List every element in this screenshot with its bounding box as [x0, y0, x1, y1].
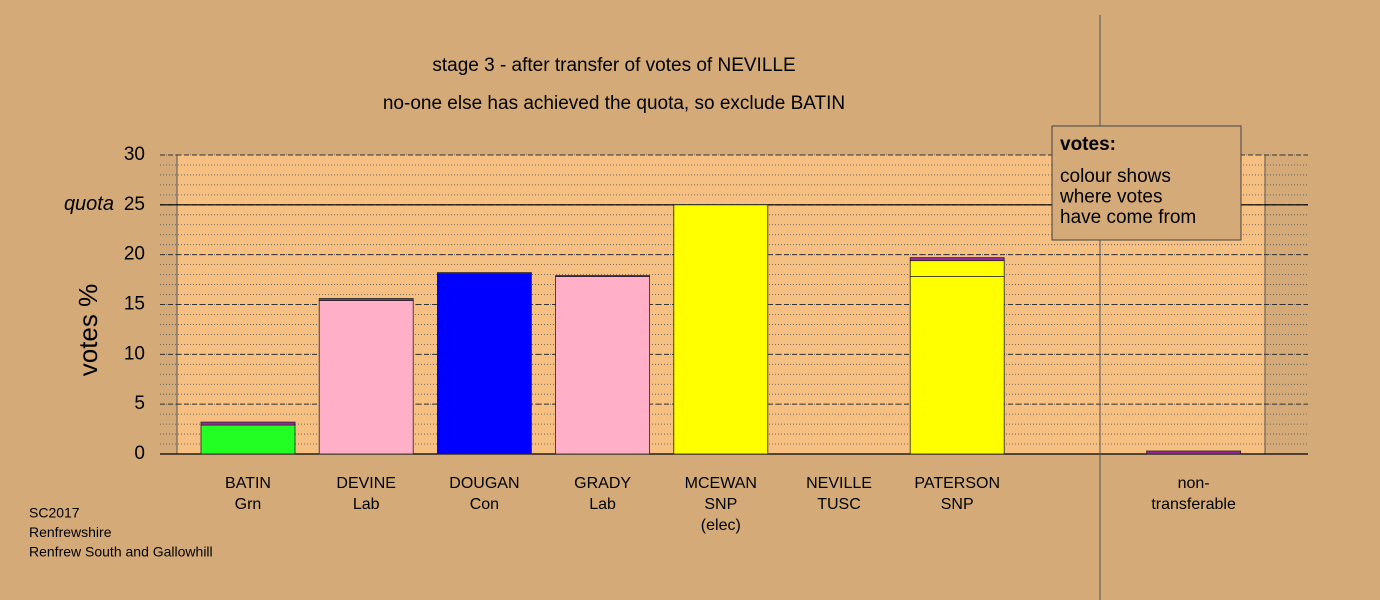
quota-label: quota — [64, 193, 114, 215]
y-tick-label: 25 — [124, 194, 145, 215]
y-tick-label: 30 — [124, 144, 145, 165]
x-tick-label: Grn — [235, 496, 262, 513]
chart-subtitle: no-one else has achieved the quota, so e… — [383, 93, 845, 114]
x-tick-label: MCEWAN — [685, 475, 757, 492]
chart-title: stage 3 - after transfer of votes of NEV… — [432, 55, 795, 76]
bar-segment — [1146, 450, 1241, 455]
x-tick-label: TUSC — [817, 496, 861, 513]
bar-segment — [673, 204, 769, 455]
bar-segment — [436, 273, 532, 455]
x-tick-label: Lab — [353, 496, 380, 513]
x-tick-label: PATERSON — [914, 475, 1000, 492]
bar-segment — [200, 424, 296, 455]
legend-text: where votes — [1059, 187, 1162, 208]
x-tick-label: GRADY — [574, 475, 631, 492]
y-tick-label: 5 — [134, 393, 145, 414]
x-tick-label: BATIN — [225, 475, 271, 492]
y-tick-label: 15 — [124, 294, 145, 315]
bar-segment — [318, 298, 414, 301]
x-tick-label: DOUGAN — [449, 475, 519, 492]
bar-segment — [318, 300, 414, 455]
x-tick-label: non- — [1178, 475, 1210, 492]
x-tick-label: Lab — [589, 496, 616, 513]
bar-segment — [555, 276, 650, 455]
bar-segment — [909, 260, 1005, 277]
bar-segment — [909, 257, 1005, 262]
x-tick-label: SNP — [704, 496, 737, 513]
legend-box — [1051, 125, 1242, 241]
bar-segment — [909, 276, 1005, 455]
x-tick-label: transferable — [1151, 496, 1236, 513]
bar-segment — [555, 275, 650, 277]
y-tick-label: 0 — [134, 443, 145, 464]
bar-segment — [436, 272, 532, 275]
x-tick-label: (elec) — [701, 517, 741, 534]
footer-text: Renfrew South and Gallowhill — [29, 544, 213, 560]
y-axis-label: votes % — [73, 284, 103, 377]
x-tick-label: NEVILLE — [806, 475, 872, 492]
footer-text: SC2017 — [29, 505, 80, 521]
bar-segment — [200, 421, 296, 426]
legend-text: colour shows — [1060, 166, 1171, 187]
x-tick-label: SNP — [941, 496, 974, 513]
legend-text: have come from — [1060, 207, 1196, 228]
footer-text: Renfrewshire — [29, 524, 112, 540]
x-tick-label: Con — [470, 496, 499, 513]
legend-title: votes: — [1060, 134, 1116, 155]
x-tick-label: DEVINE — [336, 475, 396, 492]
y-tick-label: 10 — [124, 343, 145, 364]
y-tick-label: 20 — [124, 244, 145, 265]
